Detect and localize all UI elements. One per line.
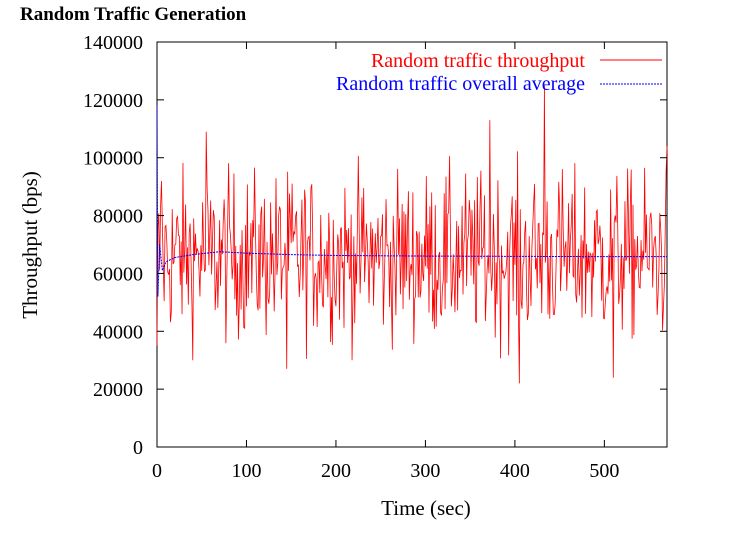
y-tick-label: 120000 (83, 90, 143, 112)
y-tick-label: 100000 (83, 148, 143, 170)
x-tick-label: 0 (152, 460, 162, 482)
y-tick-label: 20000 (93, 379, 143, 401)
legend-label-average: Random traffic overall average (336, 73, 585, 95)
series-layer (156, 85, 668, 384)
y-tick-label: 40000 (93, 321, 143, 343)
ticks-layer: 0 20000 40000 60000 80000 100000 120000 140000 0… (83, 32, 667, 482)
page-title: Random Traffic Generation (20, 4, 247, 25)
x-tick-label: 300 (410, 460, 440, 482)
x-tick-label: 100 (231, 460, 261, 482)
x-tick-label: 200 (321, 460, 351, 482)
x-tick-label: 400 (500, 460, 530, 482)
y-tick-label: 80000 (93, 206, 143, 228)
plot-frame (156, 41, 668, 448)
y-tick-label: 0 (133, 437, 143, 459)
y-axis-label: Throughput (bps) (18, 171, 42, 319)
y-tick-label: 60000 (93, 263, 143, 285)
series-line-throughput (156, 85, 668, 384)
legend: Random traffic throughput Random traffic… (336, 50, 662, 95)
x-axis-label: Time (sec) (381, 496, 471, 520)
series-line-average (156, 105, 667, 297)
y-tick-label: 140000 (83, 32, 143, 54)
x-tick-label: 500 (589, 460, 619, 482)
plot-border (156, 41, 668, 448)
legend-label-throughput: Random traffic throughput (371, 50, 585, 72)
